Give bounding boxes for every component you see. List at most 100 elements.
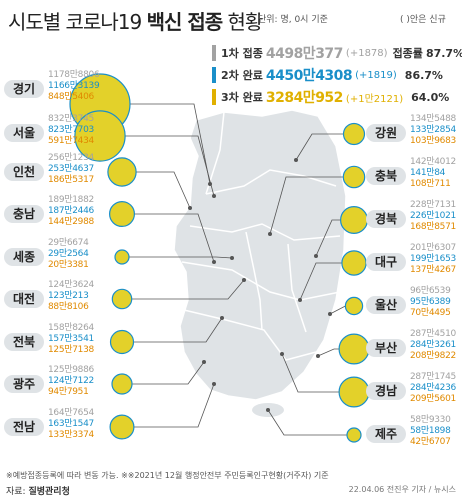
region-first-dose: 125만9886: [48, 365, 94, 375]
region-name-pill: 충북: [366, 167, 406, 185]
region-second-dose: 284만4236: [410, 383, 456, 393]
summary-rate: 87.7%: [425, 46, 462, 60]
region-bubble: [338, 333, 370, 365]
region-third-dose: 209만5601: [410, 394, 456, 404]
region-second-dose: 123만213: [48, 291, 89, 301]
region-third-dose: 591만7434: [48, 136, 94, 146]
region-bubble: [342, 165, 366, 189]
summary-delta: (+1819): [355, 69, 397, 81]
region-second-dose: 199만1653: [410, 254, 456, 264]
region-first-dose: 189만1882: [48, 195, 94, 205]
region-name-pill: 서울: [4, 124, 44, 142]
summary-value: 4450만4308: [265, 68, 353, 84]
summary-label: 1차 접종: [221, 47, 263, 60]
region-dot: [266, 408, 270, 412]
region-values: 134만5488 133만2854 103만9683: [410, 114, 456, 147]
region-dot: [316, 354, 320, 358]
region-dot: [280, 352, 284, 356]
region-values: 256만1234 253만4637 186만5317: [48, 153, 94, 186]
region-name-pill: 울산: [366, 296, 406, 314]
region-values: 124만3624 123만213 88만8106: [48, 280, 94, 313]
region-name-pill: 전남: [4, 418, 44, 436]
region-name-pill: 전북: [4, 333, 44, 351]
region-dot: [328, 312, 332, 316]
region-name-pill: 경남: [366, 382, 406, 400]
region-values: 164만7654 163만1547 133만3374: [48, 408, 94, 441]
region-bubble: [111, 373, 133, 395]
region-second-dose: 284만3261: [410, 340, 456, 350]
region-bubble: [340, 206, 369, 235]
region-first-dose: 58만9330: [410, 415, 451, 425]
region-bubble: [109, 414, 135, 440]
footer-note: ※예방접종등록에 따라 변동 가능. ※※2021년 12월 행정안전부 주민등…: [6, 471, 329, 480]
region-dot: [212, 260, 216, 264]
korea-mainland-shape: [173, 109, 347, 401]
region-second-dose: 141만84: [410, 168, 446, 178]
region-dot: [202, 360, 206, 364]
title-prefix: 시도별 코로나19: [8, 10, 147, 34]
region-name-pill: 인천: [4, 163, 44, 181]
region-third-dose: 42만6707: [410, 437, 451, 447]
summary-row: 3차 완료 3284만952 (+1만2121) 64.0%: [212, 88, 449, 106]
region-third-dose: 125만7138: [48, 345, 94, 355]
region-dot: [294, 158, 298, 162]
summary-value: 3284만952: [265, 90, 344, 106]
region-bubble: [107, 157, 137, 187]
summary-rate: 86.7%: [404, 68, 443, 82]
region-third-dose: 848만5406: [48, 92, 94, 102]
source-name: 질병관리청: [28, 487, 70, 497]
units-label: 단위: 명, 0시 기준: [258, 15, 328, 25]
region-name-pill: 경기: [4, 80, 44, 98]
region-dot: [212, 382, 216, 386]
summary-bar: [212, 45, 216, 61]
region-third-dose: 144만2988: [48, 217, 94, 227]
region-first-dose: 134만5488: [410, 114, 456, 124]
region-values: 287만4510 284만3261 208만9822: [410, 329, 456, 362]
region-third-dose: 108만711: [410, 179, 451, 189]
region-bubble: [109, 329, 135, 355]
region-values: 1178만8806 1166만3139 848만5406: [48, 70, 100, 103]
summary-rate-label: 접종률: [392, 47, 423, 60]
region-values: 29만6674 29만2564 20만3381: [48, 238, 89, 271]
region-name-pill: 강원: [366, 124, 406, 142]
leader-line: [281, 353, 354, 393]
region-first-dose: 287만1745: [410, 372, 456, 382]
summary-value: 4498만377: [265, 46, 344, 62]
region-bubble: [108, 201, 135, 228]
region-values: 142만4012 141만84 108만711: [410, 157, 456, 190]
region-bubble: [342, 122, 366, 146]
region-third-dose: 103만9683: [410, 136, 456, 146]
region-third-dose: 186만5317: [48, 175, 94, 185]
region-dot: [220, 316, 224, 320]
region-dot: [212, 194, 216, 198]
region-dot: [314, 254, 318, 258]
region-second-dose: 163만1547: [48, 419, 94, 429]
summary-row: 2차 완료 4450만4308 (+1819) 86.7%: [212, 66, 443, 84]
new-cases-note: ( )안은 신규: [400, 15, 446, 25]
region-values: 201만6307 199만1653 137만4267: [410, 243, 456, 276]
region-first-dose: 832만3745: [48, 114, 94, 124]
region-first-dose: 201만6307: [410, 243, 456, 253]
leader-line: [122, 383, 215, 428]
page-title: 시도별 코로나19 백신 접종 현황: [8, 6, 263, 35]
summary-delta: (+1만2121): [345, 93, 404, 105]
region-name-pill: 충남: [4, 205, 44, 223]
region-dot: [298, 298, 302, 302]
region-values: 287만1745 284만4236 209만5601: [410, 372, 456, 405]
region-values: 832만3745 823만7703 591만7434: [48, 114, 94, 147]
region-first-dose: 164만7654: [48, 408, 94, 418]
leader-line: [122, 171, 191, 209]
region-bubble: [111, 288, 133, 310]
region-third-dose: 20만3381: [48, 260, 89, 270]
region-second-dose: 1166만3139: [48, 81, 100, 91]
province-border: [287, 243, 307, 333]
region-third-dose: 70만4495: [410, 308, 451, 318]
region-values: 125만9886 124만7122 94만7951: [48, 365, 94, 398]
source: 자료: 질병관리청: [6, 484, 70, 497]
leader-line: [122, 213, 215, 263]
leader-line: [269, 176, 354, 235]
region-first-dose: 1178만8806: [48, 70, 100, 80]
region-values: 96만6539 95만6389 70만4495: [410, 286, 451, 319]
region-third-dose: 94만7951: [48, 387, 89, 397]
